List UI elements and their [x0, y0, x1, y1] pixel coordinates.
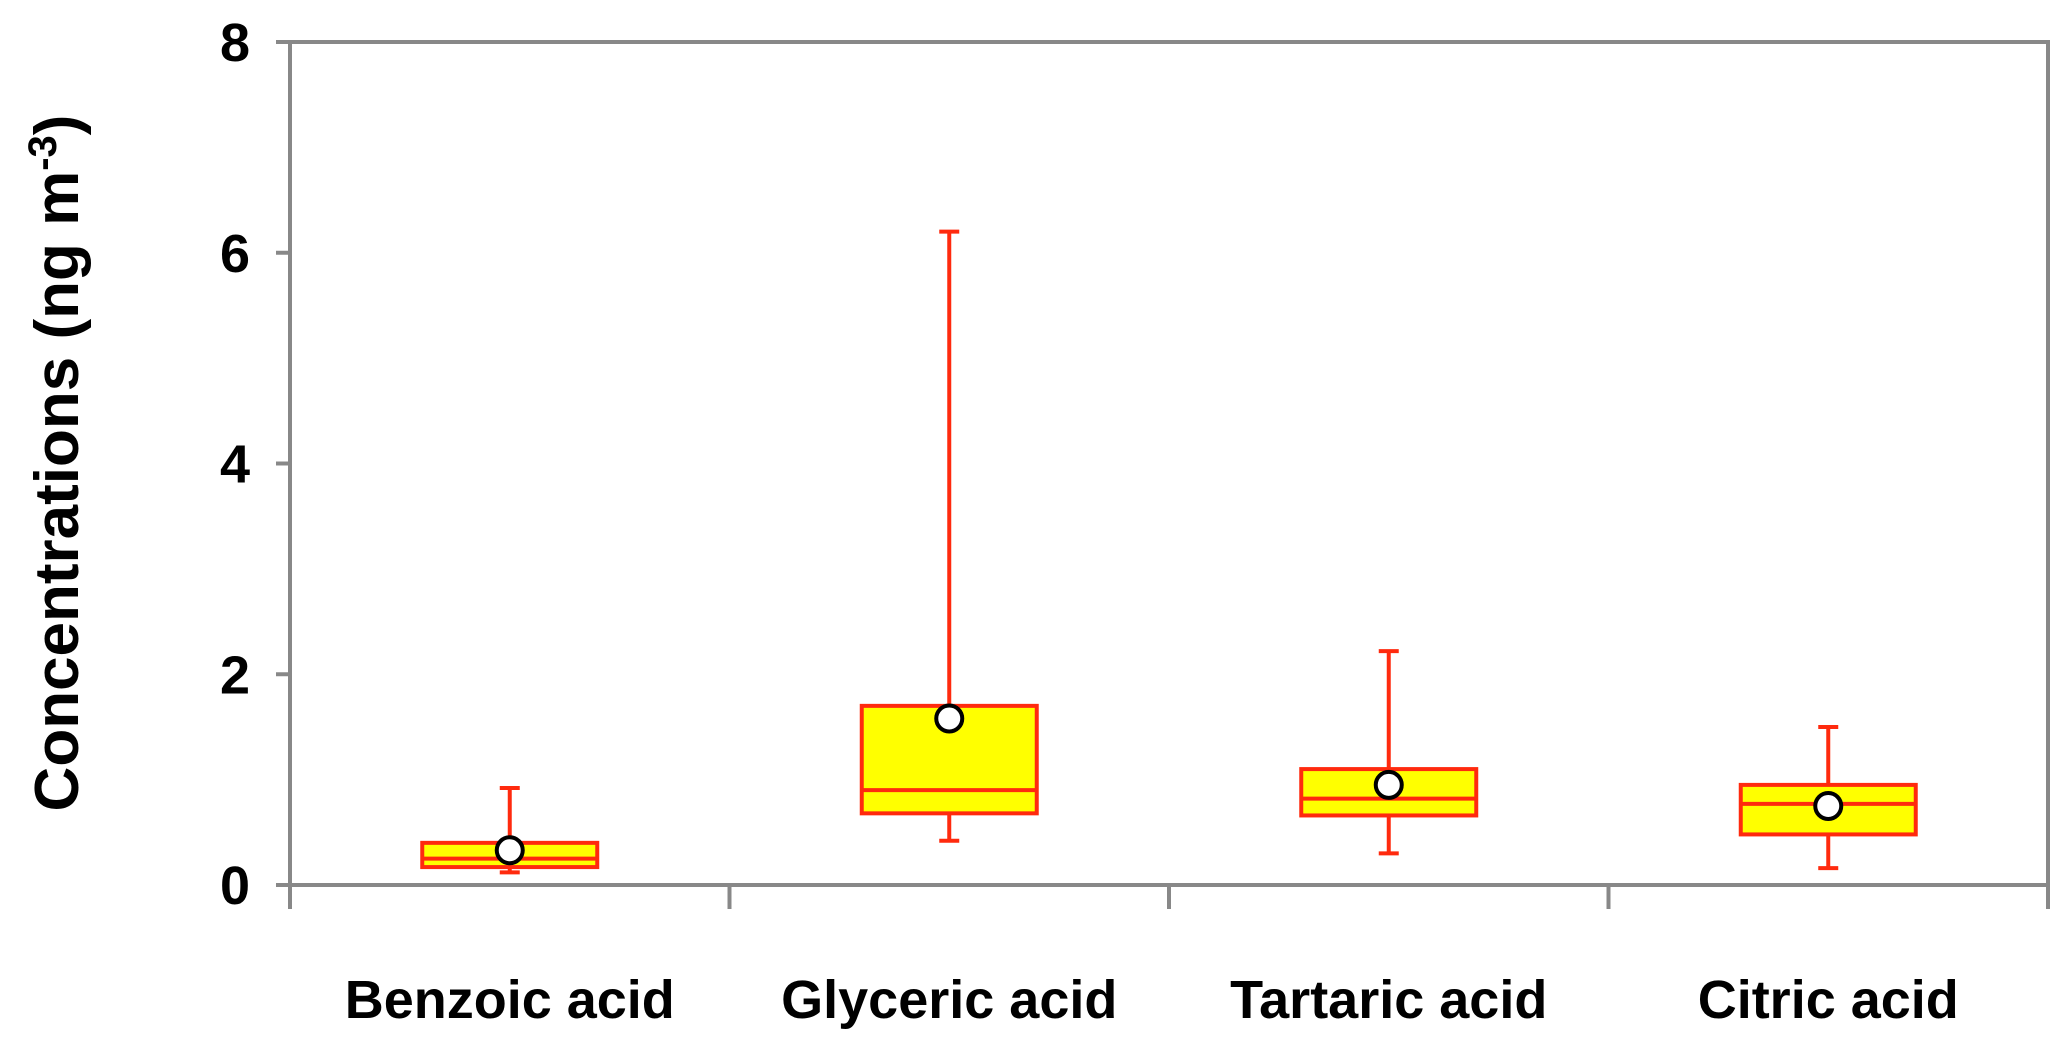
x-category-label: Benzoic acid: [345, 970, 675, 1030]
x-category-label: Tartaric acid: [1230, 970, 1547, 1030]
y-tick-label: 0: [220, 856, 250, 916]
x-category-label: Citric acid: [1698, 970, 1959, 1030]
y-tick-label: 2: [220, 645, 250, 705]
box-1: [859, 229, 1039, 843]
y-axis-title: Concentrations (ng m-3): [21, 115, 92, 812]
y-axis-title-close: ): [23, 115, 92, 136]
y-axis-ticks: [276, 40, 290, 887]
plot-area-frame: [288, 40, 2050, 887]
x-category-label: Glyceric acid: [781, 970, 1117, 1030]
y-axis-tick-labels: 0 2 4 6 8: [220, 13, 250, 916]
x-axis-ticks: [288, 885, 2050, 909]
y-tick-label: 8: [220, 13, 250, 73]
y-tick-label: 4: [220, 435, 250, 495]
box-0: [420, 786, 600, 875]
mean-marker: [1373, 769, 1404, 800]
x-axis-category-labels: Benzoic acid Glyceric acid Tartaric acid Ci…: [345, 970, 1959, 1030]
y-tick-label: 6: [220, 224, 250, 284]
mean-marker: [934, 703, 965, 734]
y-axis-title-superscript: -3: [21, 135, 65, 171]
y-axis-title-main: Concentrations (ng m: [23, 171, 92, 812]
box-series: [420, 229, 1918, 875]
mean-marker: [494, 835, 525, 866]
box-2: [1299, 649, 1479, 856]
mean-marker: [1813, 790, 1844, 821]
box-3: [1738, 724, 1918, 871]
